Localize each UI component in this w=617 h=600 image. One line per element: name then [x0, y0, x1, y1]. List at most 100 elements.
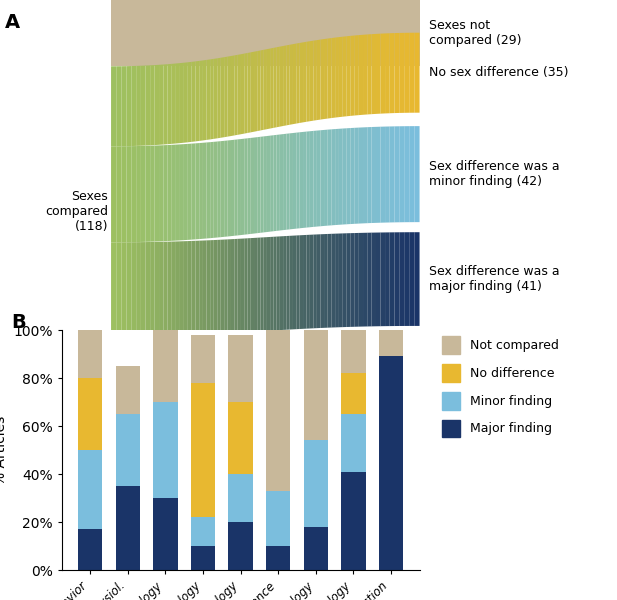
Polygon shape: [313, 40, 317, 121]
Polygon shape: [296, 132, 300, 229]
Polygon shape: [196, 241, 199, 335]
Polygon shape: [234, 139, 238, 236]
Polygon shape: [276, 134, 280, 231]
Polygon shape: [136, 66, 141, 146]
Polygon shape: [260, 0, 263, 66]
Polygon shape: [355, 35, 359, 115]
Polygon shape: [164, 64, 168, 145]
Bar: [341, 472, 366, 570]
Polygon shape: [180, 241, 184, 335]
Polygon shape: [280, 0, 283, 66]
Polygon shape: [141, 146, 146, 242]
Polygon shape: [257, 0, 260, 66]
Polygon shape: [257, 137, 260, 233]
Polygon shape: [303, 0, 307, 66]
Bar: [153, 498, 178, 570]
Polygon shape: [280, 46, 283, 127]
Polygon shape: [184, 62, 188, 143]
Polygon shape: [303, 42, 307, 122]
Polygon shape: [328, 0, 331, 66]
Polygon shape: [359, 127, 363, 224]
Polygon shape: [257, 238, 260, 331]
Polygon shape: [146, 0, 150, 66]
Polygon shape: [141, 0, 146, 66]
Polygon shape: [238, 239, 241, 332]
Polygon shape: [238, 0, 241, 66]
Polygon shape: [228, 0, 231, 66]
Polygon shape: [247, 138, 251, 234]
Polygon shape: [363, 34, 367, 115]
Polygon shape: [150, 242, 155, 336]
Polygon shape: [355, 233, 359, 327]
Text: Sexes not
compared (29): Sexes not compared (29): [429, 19, 521, 47]
Polygon shape: [254, 137, 257, 233]
Polygon shape: [210, 240, 213, 334]
Polygon shape: [150, 65, 155, 145]
Polygon shape: [150, 146, 155, 242]
Bar: [228, 474, 253, 522]
Polygon shape: [176, 0, 180, 66]
Polygon shape: [192, 143, 196, 239]
Polygon shape: [199, 0, 203, 66]
Polygon shape: [210, 0, 213, 66]
Bar: [304, 440, 328, 527]
Polygon shape: [280, 236, 283, 330]
Polygon shape: [172, 64, 176, 144]
Polygon shape: [404, 126, 409, 222]
Polygon shape: [228, 140, 231, 236]
Polygon shape: [310, 131, 313, 227]
Polygon shape: [192, 241, 196, 335]
Bar: [379, 330, 404, 356]
Polygon shape: [122, 66, 126, 146]
Polygon shape: [126, 66, 131, 146]
Polygon shape: [116, 66, 122, 146]
Bar: [115, 414, 140, 486]
Polygon shape: [415, 32, 420, 113]
Polygon shape: [296, 43, 300, 124]
Polygon shape: [394, 232, 399, 326]
Polygon shape: [172, 0, 176, 66]
Polygon shape: [234, 55, 238, 136]
Bar: [341, 373, 366, 414]
Polygon shape: [150, 0, 155, 66]
Polygon shape: [415, 232, 420, 326]
Polygon shape: [238, 54, 241, 135]
Polygon shape: [347, 233, 350, 327]
Polygon shape: [343, 128, 347, 224]
Polygon shape: [273, 0, 276, 66]
Polygon shape: [276, 0, 280, 66]
Text: Sexes
compared
(118): Sexes compared (118): [45, 190, 108, 233]
Polygon shape: [122, 0, 126, 66]
Polygon shape: [409, 33, 415, 113]
Polygon shape: [213, 0, 217, 66]
Polygon shape: [146, 65, 150, 146]
Polygon shape: [289, 133, 293, 229]
Polygon shape: [131, 242, 136, 336]
Polygon shape: [270, 237, 273, 331]
Polygon shape: [371, 0, 376, 66]
Polygon shape: [359, 233, 363, 326]
Polygon shape: [111, 242, 116, 336]
Polygon shape: [313, 0, 317, 66]
Polygon shape: [251, 137, 254, 234]
Polygon shape: [176, 63, 180, 143]
Polygon shape: [399, 0, 404, 66]
Polygon shape: [283, 236, 286, 330]
Polygon shape: [159, 65, 164, 145]
Polygon shape: [313, 235, 317, 328]
Polygon shape: [111, 146, 116, 242]
Bar: [115, 486, 140, 570]
Text: B: B: [12, 313, 27, 332]
Polygon shape: [331, 38, 335, 118]
Bar: [379, 356, 404, 570]
Polygon shape: [244, 138, 247, 235]
Polygon shape: [260, 238, 263, 331]
Polygon shape: [210, 142, 213, 238]
Polygon shape: [247, 0, 251, 66]
Polygon shape: [263, 136, 267, 232]
Polygon shape: [317, 130, 320, 227]
Polygon shape: [210, 59, 213, 139]
Polygon shape: [320, 39, 324, 119]
Polygon shape: [172, 241, 176, 335]
Bar: [78, 378, 102, 450]
